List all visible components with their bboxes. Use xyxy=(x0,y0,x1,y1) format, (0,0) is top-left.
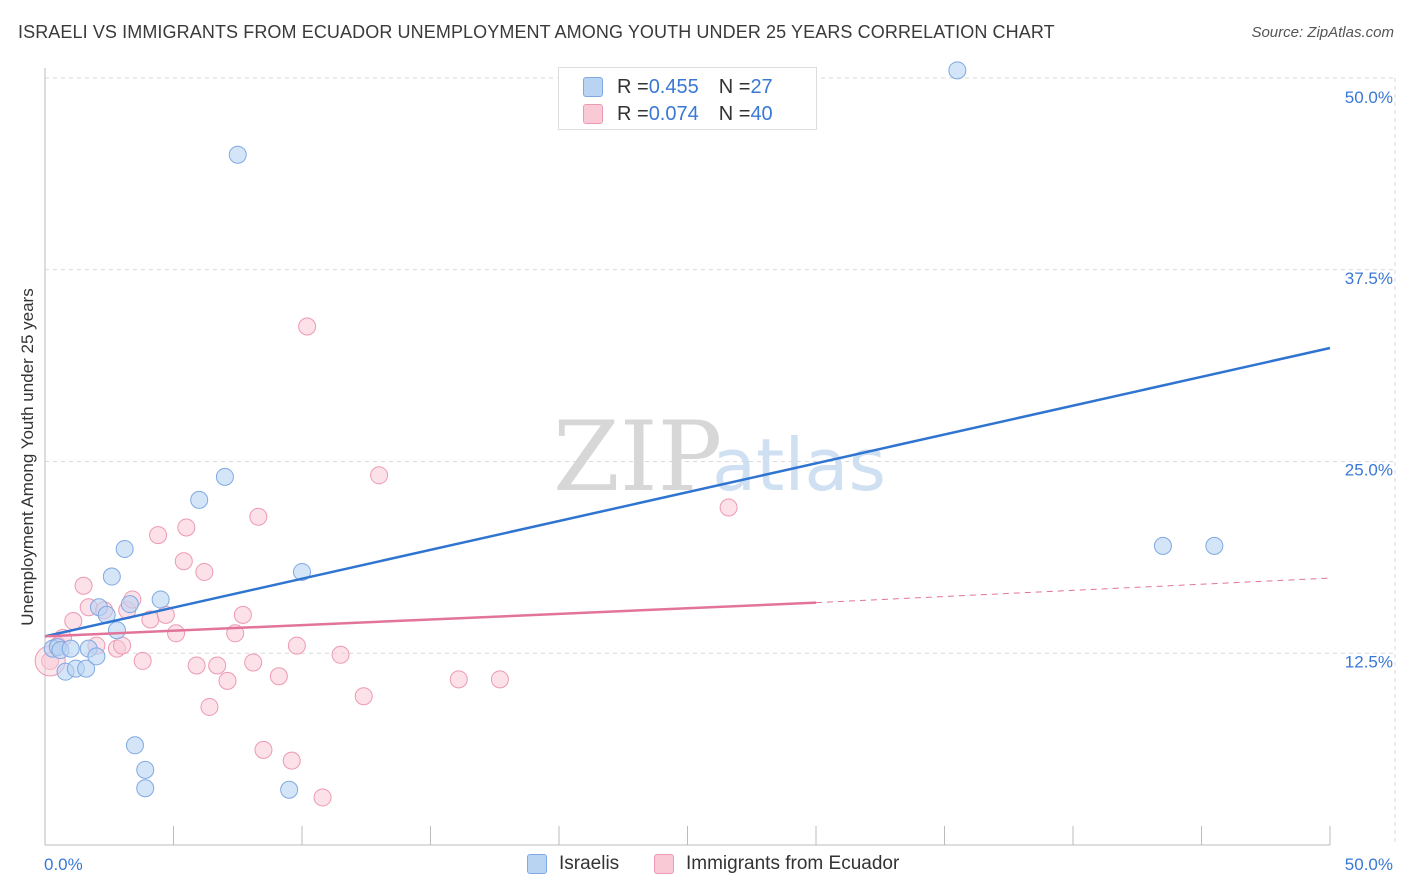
israelis-point xyxy=(136,779,155,798)
n-value: 27 xyxy=(750,75,773,98)
ecuador-point xyxy=(195,562,214,581)
israelis-point xyxy=(215,467,234,486)
ecuador-trend-line xyxy=(44,601,817,638)
israelis-point xyxy=(125,736,144,755)
axes xyxy=(44,68,1331,846)
r-label: R = xyxy=(617,75,649,98)
y-tick-label: 12.5% xyxy=(1345,652,1393,671)
x-tick-label: 50.0% xyxy=(1345,855,1393,874)
ecuador-point xyxy=(64,612,83,631)
y-tick-label: 50.0% xyxy=(1345,88,1393,107)
legend-label-israelis: Israelis xyxy=(559,853,620,874)
ecuador-trend-extension xyxy=(815,577,1331,604)
series-ecuador-points xyxy=(34,317,738,807)
israelis-legend-swatch xyxy=(527,854,547,874)
israelis-point xyxy=(107,621,126,640)
series-legend: Israelis Immigrants from Ecuador xyxy=(0,851,1406,877)
ecuador-point xyxy=(287,636,306,655)
y-axis-title: Unemployment Among Youth under 25 years xyxy=(18,288,37,626)
r-value: 0.455 xyxy=(648,75,699,98)
r-value: 0.074 xyxy=(648,102,699,125)
ecuador-point xyxy=(370,466,389,485)
israelis-point xyxy=(61,639,80,658)
ecuador-point xyxy=(449,670,468,689)
israelis-point xyxy=(102,567,121,586)
series-israelis-points xyxy=(43,61,1224,799)
ecuador-point xyxy=(208,656,227,675)
ecuador-point xyxy=(313,788,332,807)
ecuador-point xyxy=(233,605,252,624)
watermark-zip: ZIP xyxy=(553,401,722,513)
n-label: N = xyxy=(718,75,751,98)
israelis-point xyxy=(280,780,299,799)
tick-labels: 12.5% 25.0% 37.5% 50.0% 0.0% 50.0% xyxy=(44,88,1393,874)
legend-item-ecuador[interactable]: Immigrants from Ecuador xyxy=(654,851,899,877)
ecuador-point xyxy=(200,697,219,716)
israelis-point xyxy=(151,590,170,609)
ecuador-swatch xyxy=(583,104,603,124)
israelis-point xyxy=(948,61,967,80)
stats-row-israelis: R = 0.455 N = 27 xyxy=(583,75,773,99)
israelis-point xyxy=(87,647,106,666)
x-tick-label: 0.0% xyxy=(44,855,83,874)
y-tick-label: 25.0% xyxy=(1345,461,1393,480)
ecuador-point xyxy=(331,645,350,664)
israelis-swatch xyxy=(583,77,603,97)
trend-lines xyxy=(44,346,1331,638)
source-label: Source: ZipAtlas.com xyxy=(1251,24,1394,41)
r-label: R = xyxy=(617,102,649,125)
israelis-point xyxy=(190,490,209,509)
israelis-point xyxy=(120,595,139,614)
legend-item-israelis[interactable]: Israelis xyxy=(527,851,619,877)
stats-legend: R = 0.455 N = 27 R = 0.074 N = 40 xyxy=(558,67,817,130)
israelis-point xyxy=(136,760,155,779)
israelis-point xyxy=(77,659,96,678)
ecuador-point xyxy=(174,552,193,571)
legend-label-ecuador: Immigrants from Ecuador xyxy=(686,853,900,874)
israelis-point xyxy=(1153,536,1172,555)
n-label: N = xyxy=(718,102,751,125)
ecuador-point xyxy=(298,317,317,336)
watermark: ZIP atlas xyxy=(553,401,886,513)
watermark-atlas: atlas xyxy=(712,423,886,507)
ecuador-point xyxy=(187,656,206,675)
ecuador-point xyxy=(490,670,509,689)
ecuador-point xyxy=(113,636,132,655)
israelis-point xyxy=(228,145,247,164)
israelis-point xyxy=(115,539,134,558)
israelis-trend-line xyxy=(44,346,1331,638)
n-value: 40 xyxy=(750,102,773,125)
ecuador-point xyxy=(354,687,373,706)
ecuador-point xyxy=(254,740,273,759)
y-tick-label: 37.5% xyxy=(1345,269,1393,288)
israelis-point xyxy=(293,562,311,581)
ecuador-legend-swatch xyxy=(654,854,674,874)
ecuador-point xyxy=(719,498,738,517)
ecuador-point xyxy=(249,507,268,526)
ecuador-point xyxy=(74,576,93,595)
ecuador-point xyxy=(269,667,288,686)
israelis-point xyxy=(1205,536,1224,555)
chart-title: ISRAELI VS IMMIGRANTS FROM ECUADOR UNEMP… xyxy=(18,22,1055,42)
ecuador-point xyxy=(282,751,301,770)
ecuador-point xyxy=(244,653,263,672)
ecuador-point xyxy=(149,526,168,545)
ecuador-point xyxy=(167,624,186,643)
ecuador-point xyxy=(218,671,237,690)
ecuador-point xyxy=(133,651,152,670)
stats-row-ecuador: R = 0.074 N = 40 xyxy=(583,102,773,126)
ecuador-point xyxy=(177,518,196,537)
